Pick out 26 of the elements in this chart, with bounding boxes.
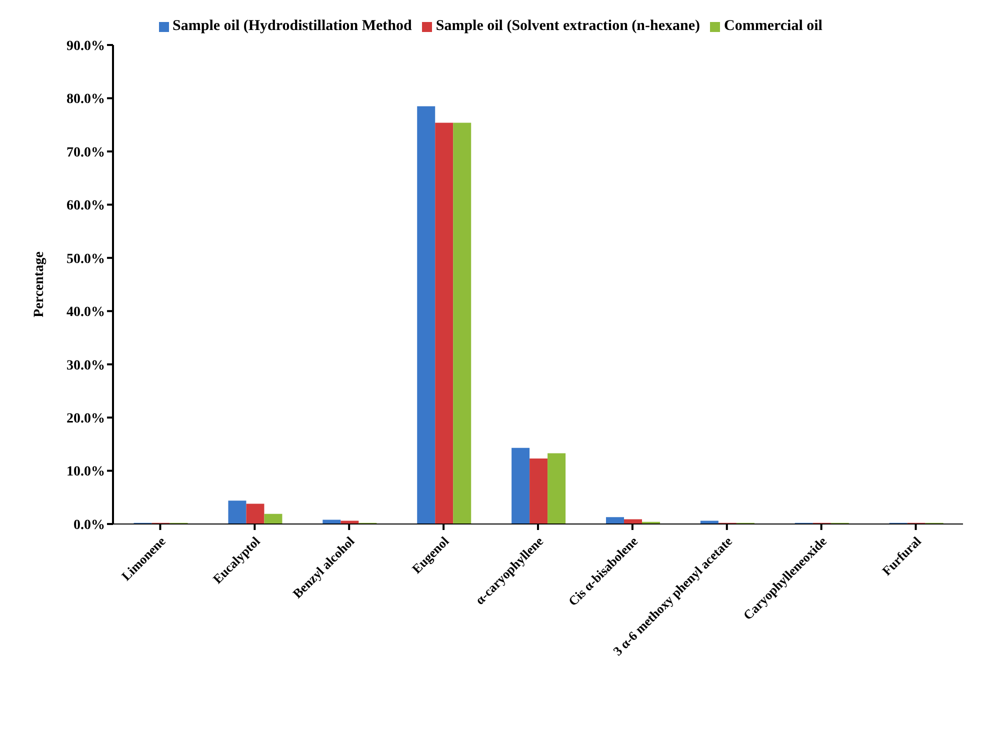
bar — [512, 448, 530, 524]
bar — [228, 500, 246, 524]
bar — [624, 519, 642, 524]
bar — [322, 520, 341, 524]
legend-label: Commercial oil — [724, 18, 822, 34]
y-tick-label: 40.0% — [66, 305, 105, 320]
bar — [606, 517, 624, 524]
bar — [453, 122, 472, 524]
y-tick-label: 70.0% — [66, 145, 105, 160]
y-tick-label: 80.0% — [66, 92, 105, 108]
y-tick-label: 50.0% — [66, 252, 105, 267]
y-tick-label: 90.0% — [66, 38, 105, 54]
legend-label: Sample oil (Solvent extraction (n-hexane) — [436, 18, 700, 34]
legend-label: Sample oil (Hydrodistillation Method — [172, 18, 412, 34]
y-tick-label: 10.0% — [66, 464, 105, 480]
y-tick-label: 60.0% — [66, 198, 105, 214]
bar — [264, 514, 282, 524]
y-tick-label: 30.0% — [66, 358, 105, 374]
y-tick-label: 0.0% — [74, 518, 105, 533]
y-axis-title: Percentage — [32, 252, 47, 318]
bar — [435, 122, 454, 524]
y-tick-label: 20.0% — [66, 412, 105, 427]
bar — [548, 453, 566, 524]
bar — [246, 504, 264, 524]
bar — [417, 106, 436, 524]
bar — [530, 458, 548, 524]
